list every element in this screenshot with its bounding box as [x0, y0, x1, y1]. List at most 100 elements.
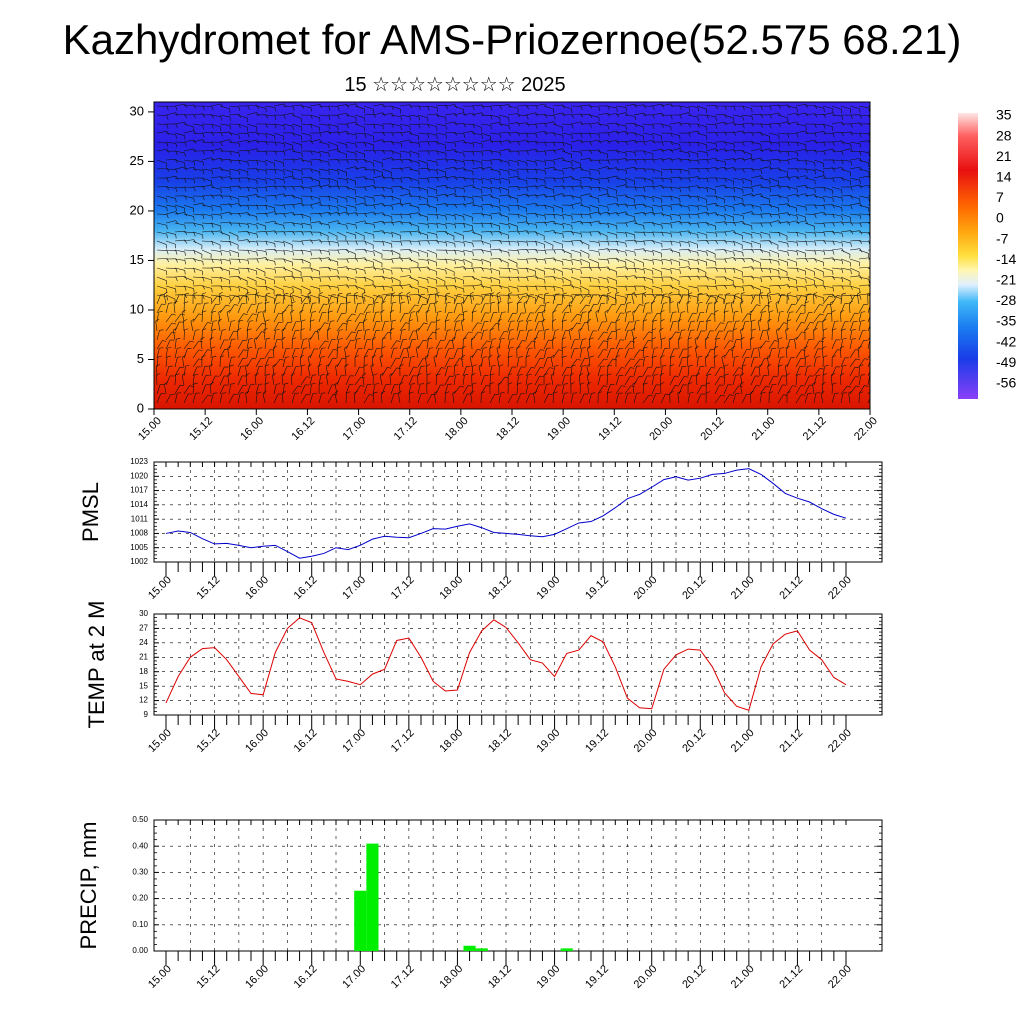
wind-barb [345, 103, 356, 107]
wind-barb-flag [535, 140, 539, 145]
wind-barb-flag [220, 214, 223, 219]
wind-barb-flag [247, 224, 250, 229]
wind-barb [174, 121, 185, 125]
wind-barb [705, 240, 717, 242]
wind-barb [696, 150, 707, 153]
wind-barb [264, 132, 275, 137]
wind-barb-flag [751, 167, 755, 172]
wind-barb-flag [175, 134, 177, 139]
wind-barb [291, 213, 302, 215]
wind-barb-flag [580, 106, 583, 111]
wind-barb [858, 204, 869, 209]
wind-barb [156, 258, 167, 260]
wind-barb [336, 150, 347, 155]
wind-barb [480, 132, 491, 137]
wind-barb-flag [211, 259, 214, 264]
wind-barb-flag [580, 261, 582, 266]
wind-barb-flag [472, 151, 475, 156]
wind-barb [237, 222, 248, 225]
wind-barb-flag [526, 115, 529, 120]
wind-barb [525, 202, 536, 206]
wind-barb-flag [292, 106, 295, 111]
wind-barb-flag [445, 158, 449, 163]
wind-barb [165, 195, 176, 199]
wind-barb [606, 175, 617, 179]
wind-barb [219, 123, 230, 126]
wind-barb-flag [634, 123, 637, 128]
wind-barb [174, 239, 185, 242]
wind-barb-flag [787, 185, 791, 190]
wind-barb [561, 159, 572, 163]
wind-barb [174, 267, 185, 271]
wind-barb-flag [805, 193, 809, 198]
wind-barb-flag [607, 125, 610, 130]
wind-barb [606, 249, 618, 251]
wind-barb [237, 150, 249, 152]
wind-barb-flag [787, 176, 791, 181]
wind-barb [453, 112, 464, 116]
wind-barb [660, 177, 671, 180]
wind-barb-flag [571, 167, 575, 172]
wind-barb-flag [670, 196, 673, 201]
wind-barb [858, 175, 869, 179]
wind-barb [858, 168, 869, 172]
wind-barb-flag [229, 241, 232, 246]
wind-barb-flag [832, 250, 835, 255]
wind-barb-flag [733, 188, 736, 193]
wind-barb-flag [643, 212, 647, 216]
wind-barb-flag [328, 162, 330, 167]
wind-barb [300, 176, 311, 179]
wind-barb [552, 177, 563, 180]
wind-barb [705, 231, 716, 234]
wind-barb-flag [463, 251, 465, 256]
wind-barb-flag [202, 177, 205, 182]
wind-barb [795, 213, 806, 218]
wind-barb [372, 150, 383, 152]
wind-barb [498, 213, 509, 218]
wind-barb-flag [535, 194, 539, 199]
wind-barb [552, 168, 563, 172]
wind-barb-flag [508, 171, 510, 176]
wind-barb [813, 175, 824, 179]
wind-barb [444, 222, 455, 225]
wind-barb [336, 266, 347, 269]
wind-barb [462, 131, 473, 134]
wind-barb [849, 158, 860, 161]
wind-barb [462, 195, 473, 199]
wind-barb [813, 123, 824, 126]
wind-barb-flag [265, 170, 268, 175]
wind-barb-flag [373, 170, 376, 175]
wind-barb-flag [814, 124, 817, 129]
wind-barb-flag [373, 179, 375, 185]
wind-barb [471, 141, 482, 145]
wind-barb-flag [472, 198, 474, 203]
wind-barb-flag [337, 212, 341, 217]
wind-barb [786, 193, 797, 197]
wind-barb [759, 186, 770, 189]
wind-barb [768, 132, 779, 136]
wind-barb-flag [670, 223, 673, 228]
wind-barb-flag [436, 240, 439, 244]
wind-barb [354, 123, 365, 128]
wind-barb-flag [265, 205, 268, 210]
wind-barb-flag [319, 152, 321, 157]
wind-barb [489, 105, 501, 107]
wind-barb [471, 167, 482, 170]
wind-barb-flag [589, 171, 591, 176]
wind-barb-flag [499, 159, 502, 164]
wind-barb [588, 220, 599, 224]
wind-barb-flag [760, 222, 763, 227]
wind-barb [183, 139, 194, 143]
wind-barb [786, 204, 797, 209]
wind-barb [588, 177, 599, 181]
wind-barb [723, 158, 734, 161]
wind-barb-flag [769, 166, 773, 170]
wind-barb [498, 231, 509, 236]
wind-barb-flag [715, 203, 719, 207]
wind-barb [516, 258, 527, 261]
wind-barb-flag [562, 233, 564, 238]
wind-barb [345, 114, 356, 118]
wind-barb [255, 257, 266, 260]
wind-barb [165, 240, 176, 245]
wind-barb [696, 212, 707, 215]
